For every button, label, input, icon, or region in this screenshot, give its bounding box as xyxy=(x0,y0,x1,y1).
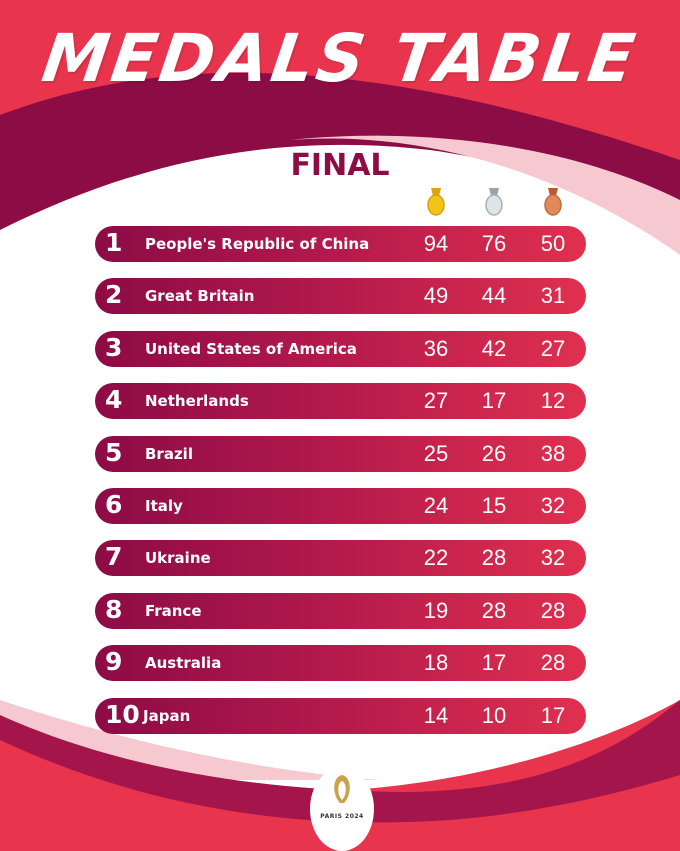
rank: 9 xyxy=(105,647,123,677)
gold-count: 22 xyxy=(423,545,449,571)
rank: 8 xyxy=(105,594,123,624)
table-row: 3 United States of America 36 42 27 xyxy=(95,330,586,367)
rank: 7 xyxy=(105,542,123,572)
table-row: 7 Ukraine 22 28 32 xyxy=(95,540,586,577)
silver-count: 76 xyxy=(481,231,507,256)
silver-medal-icon xyxy=(485,188,503,216)
country-name: Great Britain xyxy=(145,287,255,306)
page-title: MEDALS TABLE xyxy=(37,20,643,97)
paris-2024-logo: PARIS 2024 xyxy=(310,767,374,851)
table-row: 4 Netherlands 27 17 12 xyxy=(95,383,586,420)
bronze-count: 50 xyxy=(540,231,566,256)
gold-count: 94 xyxy=(423,231,449,256)
country-name: Japan xyxy=(143,706,191,725)
rank: 6 xyxy=(105,490,123,519)
bronze-count: 28 xyxy=(540,650,566,676)
table-row: 5 Brazil 25 26 38 xyxy=(95,435,586,472)
bronze-count: 38 xyxy=(540,440,566,466)
country-name: France xyxy=(145,601,202,620)
gold-count: 36 xyxy=(423,335,449,361)
country-name: Brazil xyxy=(145,444,193,463)
bronze-medal-icon xyxy=(544,188,562,216)
bronze-count: 27 xyxy=(540,335,566,361)
page-subtitle: FINAL xyxy=(290,148,390,183)
rank: 1 xyxy=(105,228,123,257)
silver-count: 15 xyxy=(481,493,507,518)
country-name: Netherlands xyxy=(145,392,249,411)
bronze-count: 12 xyxy=(540,388,566,414)
country-name: Italy xyxy=(145,497,183,515)
silver-count: 28 xyxy=(481,545,507,571)
bronze-count: 32 xyxy=(540,493,566,518)
bronze-count: 31 xyxy=(540,283,566,309)
rank: 2 xyxy=(105,280,123,310)
silver-count: 42 xyxy=(481,335,507,361)
table-row: 10 Japan 14 10 17 xyxy=(95,697,586,734)
silver-count: 17 xyxy=(481,388,507,414)
rank: 4 xyxy=(105,385,123,415)
gold-count: 19 xyxy=(423,597,449,623)
table-row: 6 Italy 24 15 32 xyxy=(95,488,586,524)
bronze-count: 32 xyxy=(540,545,566,571)
silver-count: 28 xyxy=(481,597,507,623)
flame-emblem-icon xyxy=(334,775,350,803)
country-name: Ukraine xyxy=(145,549,211,568)
gold-count: 27 xyxy=(423,388,449,414)
silver-count: 17 xyxy=(481,650,507,676)
gold-count: 24 xyxy=(423,493,449,518)
gold-count: 18 xyxy=(423,650,449,676)
gold-count: 25 xyxy=(423,440,449,466)
rank: 3 xyxy=(105,332,123,362)
table-row: 1 People's Republic of China 94 76 50 xyxy=(95,226,586,262)
gold-medal-icon xyxy=(427,188,445,216)
table-row: 2 Great Britain 49 44 31 xyxy=(95,278,586,315)
logo-text: PARIS 2024 xyxy=(320,813,364,820)
silver-count: 44 xyxy=(481,283,507,309)
gold-count: 49 xyxy=(423,283,449,309)
bronze-count: 17 xyxy=(540,702,566,728)
country-name: People's Republic of China xyxy=(145,235,370,253)
rank: 5 xyxy=(105,437,123,467)
country-name: United States of America xyxy=(145,339,357,358)
table-row: 8 France 19 28 28 xyxy=(95,592,586,629)
silver-count: 10 xyxy=(481,702,507,728)
country-name: Australia xyxy=(145,654,222,673)
table-row: 9 Australia 18 17 28 xyxy=(95,645,586,682)
silver-count: 26 xyxy=(481,440,507,466)
bronze-count: 28 xyxy=(540,597,566,623)
rank: 10 xyxy=(105,699,140,729)
gold-count: 14 xyxy=(423,702,449,728)
